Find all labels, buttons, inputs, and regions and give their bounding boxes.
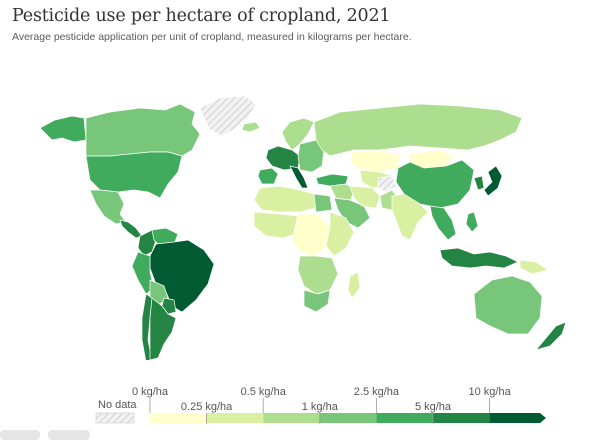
legend-bins — [150, 413, 546, 423]
region-korea[interactable] — [473, 175, 485, 191]
legend-bin — [263, 413, 320, 423]
region-greenland[interactable] — [199, 95, 257, 137]
region-scandinavia[interactable] — [281, 117, 315, 151]
region-argentina[interactable] — [149, 297, 177, 360]
legend-bin — [206, 413, 264, 423]
region-new-zealand[interactable] — [535, 321, 567, 351]
region-west-africa[interactable] — [253, 211, 301, 239]
region-north-africa[interactable] — [253, 185, 317, 213]
legend-label-bottom: 1 kg/ha — [302, 401, 339, 413]
region-central-africa[interactable] — [291, 213, 331, 257]
world-map — [0, 90, 602, 360]
legend-bin — [319, 413, 377, 423]
world-map-svg — [39, 95, 567, 360]
region-arabia[interactable] — [333, 197, 371, 229]
region-japan[interactable] — [483, 165, 503, 197]
region-india[interactable] — [391, 193, 429, 241]
legend-ticks — [149, 398, 491, 424]
region-iceland[interactable] — [241, 121, 261, 133]
legend-label-bottom: 5 kg/ha — [415, 401, 452, 413]
legend-no-data-label: No data — [98, 399, 137, 411]
region-australia[interactable] — [473, 275, 543, 335]
legend-bin — [433, 413, 490, 423]
region-philippines[interactable] — [465, 211, 479, 233]
region-southeast-asia[interactable] — [429, 205, 457, 241]
chart-subtitle: Average pesticide application per unit o… — [12, 31, 412, 43]
legend-label-top: 2.5 kg/ha — [354, 386, 400, 398]
region-russia[interactable] — [313, 103, 523, 157]
region-southern-africa[interactable] — [297, 255, 339, 295]
region-madagascar[interactable] — [347, 271, 361, 299]
region-canada[interactable] — [85, 103, 201, 157]
legend-label-bottom: 0.25 kg/ha — [181, 401, 233, 413]
region-iran[interactable] — [349, 185, 381, 209]
region-central-america[interactable] — [119, 219, 143, 239]
region-south-africa[interactable] — [303, 289, 331, 313]
map-legend: No data 0 kg/ha 0.5 kg/ha 2.5 kg/ha 10 k… — [0, 380, 602, 436]
legend-no-data-swatch — [95, 412, 135, 424]
region-afghanistan[interactable] — [377, 175, 397, 193]
legend-bin — [376, 413, 433, 423]
footer-tab-left[interactable] — [0, 430, 40, 440]
legend-bin-arrow — [489, 413, 546, 423]
region-egypt[interactable] — [313, 193, 333, 213]
region-kazakhstan[interactable] — [349, 149, 401, 173]
legend-bin — [150, 413, 207, 423]
legend-label-top: 0.5 kg/ha — [241, 386, 287, 398]
region-east-africa[interactable] — [325, 211, 355, 257]
region-mexico[interactable] — [89, 189, 127, 225]
region-indonesia[interactable] — [439, 247, 519, 269]
region-paraguay[interactable] — [161, 297, 177, 315]
region-italy[interactable] — [289, 165, 309, 189]
legend-label-top: 10 kg/ha — [468, 386, 511, 398]
region-papua-new-guinea[interactable] — [519, 259, 549, 275]
legend-svg: No data 0 kg/ha 0.5 kg/ha 2.5 kg/ha 10 k… — [95, 386, 546, 424]
region-brazil[interactable] — [149, 239, 215, 313]
chart-title: Pesticide use per hectare of cropland, 2… — [12, 6, 391, 26]
region-iberia[interactable] — [257, 167, 279, 185]
region-alaska[interactable] — [39, 115, 87, 143]
footer-tab-right[interactable] — [48, 430, 90, 440]
legend-label-top: 0 kg/ha — [132, 386, 169, 398]
region-western-europe[interactable] — [265, 145, 301, 171]
